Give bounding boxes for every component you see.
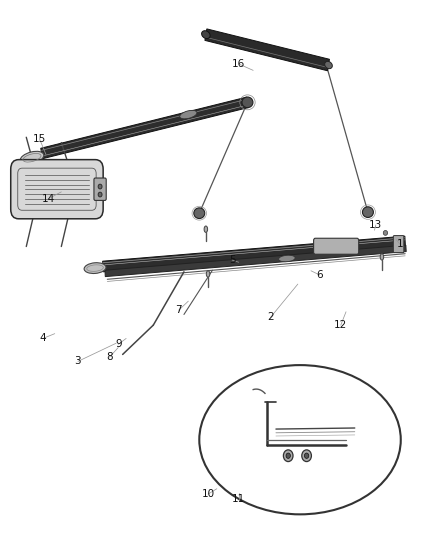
Ellipse shape (180, 110, 197, 119)
Ellipse shape (194, 208, 205, 219)
Text: 13: 13 (369, 220, 382, 230)
Ellipse shape (20, 151, 44, 164)
Text: 15: 15 (33, 134, 46, 143)
Text: 10: 10 (201, 489, 215, 499)
Text: 4: 4 (39, 334, 46, 343)
Ellipse shape (380, 254, 384, 260)
Ellipse shape (98, 192, 102, 197)
Ellipse shape (204, 226, 208, 232)
FancyBboxPatch shape (393, 236, 404, 253)
Ellipse shape (362, 207, 373, 217)
Ellipse shape (302, 450, 311, 462)
Text: 9: 9 (115, 340, 122, 349)
Ellipse shape (242, 97, 253, 108)
FancyBboxPatch shape (94, 178, 106, 200)
Text: 16: 16 (232, 59, 245, 69)
FancyBboxPatch shape (11, 160, 103, 219)
Polygon shape (102, 236, 406, 272)
Ellipse shape (206, 271, 210, 277)
Ellipse shape (286, 453, 290, 458)
Text: 5: 5 (229, 255, 236, 265)
Ellipse shape (383, 231, 388, 236)
Text: 3: 3 (74, 357, 81, 366)
Text: 1: 1 (396, 239, 403, 249)
Text: 8: 8 (106, 352, 113, 362)
FancyBboxPatch shape (314, 238, 359, 254)
Ellipse shape (199, 365, 401, 514)
Ellipse shape (283, 450, 293, 462)
Polygon shape (41, 97, 248, 159)
Text: 11: 11 (232, 495, 245, 504)
Text: 7: 7 (175, 305, 182, 315)
Ellipse shape (279, 255, 295, 262)
Polygon shape (205, 29, 329, 71)
Text: 6: 6 (316, 270, 323, 280)
Text: 14: 14 (42, 194, 55, 204)
Ellipse shape (201, 31, 210, 38)
Text: 2: 2 (267, 312, 274, 322)
Ellipse shape (84, 263, 106, 273)
Ellipse shape (98, 184, 102, 189)
Ellipse shape (325, 61, 332, 69)
Text: 12: 12 (334, 320, 347, 330)
Ellipse shape (304, 453, 309, 458)
Polygon shape (105, 245, 406, 277)
